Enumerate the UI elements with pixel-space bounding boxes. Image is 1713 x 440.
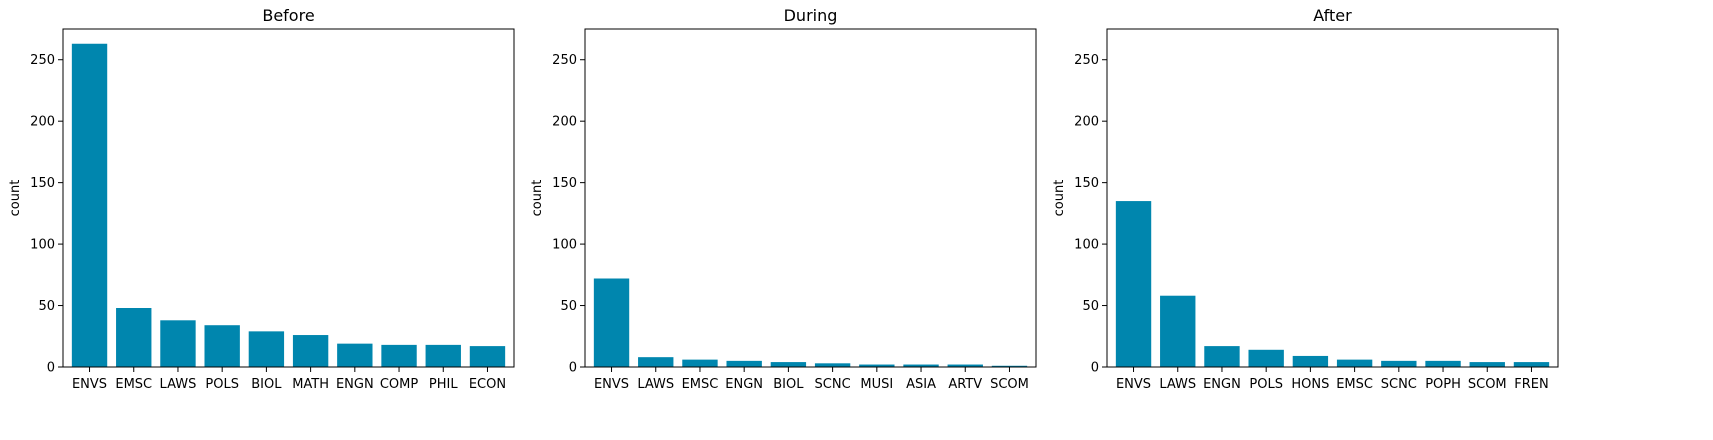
- y-tick-label: 250: [1074, 53, 1099, 68]
- x-tick-label: ENGN: [1203, 377, 1241, 392]
- bar-scnc: [814, 363, 851, 367]
- x-tick-label: FREN: [1514, 377, 1548, 392]
- x-tick-label: BIOL: [773, 377, 804, 392]
- bar-laws: [638, 357, 674, 367]
- chart-panel-before: Before count 0 50 100 150 200 250 ENVS EMSC LAWS PO…: [8, 6, 515, 392]
- x-tick-label: ENGN: [725, 377, 763, 392]
- bar-fren: [1513, 362, 1550, 367]
- y-tick-label: 200: [552, 115, 577, 130]
- y-tick-label: 200: [1074, 115, 1099, 130]
- y-tick-label: 50: [1082, 299, 1099, 314]
- bar-emsc: [116, 308, 152, 367]
- bar-biol: [248, 331, 285, 367]
- bar-scnc: [1381, 360, 1417, 367]
- bar-math: [292, 335, 329, 367]
- bar-hons: [1292, 355, 1329, 367]
- y-tick-label: 50: [560, 299, 577, 314]
- x-tick-label: EMSC: [1336, 377, 1373, 392]
- y-axis-label: count: [1052, 180, 1067, 217]
- y-axis-label: count: [8, 180, 23, 217]
- x-tick-label: ENVS: [1116, 377, 1151, 392]
- x-tick-label: ARTV: [948, 377, 982, 392]
- y-tick-label: 250: [30, 53, 55, 68]
- panel-title: Before: [262, 6, 314, 25]
- plot-frame: [1106, 28, 1559, 368]
- x-tick-label: SCOM: [990, 377, 1029, 392]
- x-tick-label: COMP: [380, 377, 419, 392]
- x-tick-label: POLS: [205, 377, 239, 392]
- bar-engn: [1204, 346, 1240, 367]
- bar-laws: [160, 320, 196, 367]
- y-tick-label: 150: [552, 176, 577, 191]
- y-tick-label: 100: [1074, 238, 1099, 253]
- x-tick-label: PHIL: [429, 377, 458, 392]
- bar-artv: [947, 364, 983, 367]
- x-tick-label: SCNC: [1381, 377, 1417, 392]
- x-tick-label: ECON: [469, 377, 506, 392]
- y-tick-label: 100: [552, 238, 577, 253]
- bar-pols: [1248, 349, 1284, 367]
- y-tick-label: 0: [47, 361, 55, 376]
- y-tick-label: 0: [1091, 361, 1099, 376]
- bar-scom: [1469, 362, 1505, 367]
- bar-envs: [71, 43, 108, 368]
- x-tick-label: MATH: [292, 377, 329, 392]
- x-tick-label: POPH: [1425, 377, 1461, 392]
- panel-title: During: [784, 6, 838, 25]
- plot-frame: [62, 28, 515, 368]
- x-tick-label: SCNC: [815, 377, 851, 392]
- bar-envs: [593, 278, 630, 367]
- bar-emsc: [1336, 359, 1373, 367]
- x-tick-label: EMSC: [115, 377, 152, 392]
- y-tick-label: 50: [38, 299, 55, 314]
- bar-engn: [726, 360, 762, 367]
- bar-envs: [1115, 201, 1152, 367]
- y-tick-label: 0: [569, 361, 577, 376]
- bar-comp: [381, 344, 417, 367]
- panel-title: After: [1313, 6, 1352, 25]
- plot-frame: [584, 28, 1037, 368]
- x-tick-label: HONS: [1291, 377, 1329, 392]
- x-tick-label: MUSI: [860, 377, 893, 392]
- x-tick-label: LAWS: [637, 377, 674, 392]
- y-tick-label: 150: [30, 176, 55, 191]
- y-tick-label: 200: [30, 115, 55, 130]
- x-tick-label: ENVS: [72, 377, 107, 392]
- chart-panel-after: After count 0 50 100 150 200 250 ENVS LAWS ENGN POL…: [1052, 6, 1559, 392]
- x-tick-label: SCOM: [1468, 377, 1507, 392]
- x-tick-label: ASIA: [906, 377, 936, 392]
- bar-pols: [204, 325, 240, 367]
- x-tick-label: BIOL: [251, 377, 282, 392]
- x-tick-label: ENVS: [594, 377, 629, 392]
- bar-econ: [469, 346, 506, 367]
- bar-emsc: [682, 359, 718, 367]
- x-tick-label: LAWS: [160, 377, 197, 392]
- bar-scom: [991, 365, 1028, 367]
- x-tick-label: ENGN: [336, 377, 374, 392]
- bar-musi: [859, 364, 895, 367]
- bar-poph: [1425, 360, 1461, 367]
- bar-phil: [425, 344, 461, 367]
- bar-laws: [1160, 295, 1196, 367]
- y-tick-label: 100: [30, 238, 55, 253]
- x-tick-label: POLS: [1249, 377, 1283, 392]
- bar-asia: [903, 364, 939, 367]
- y-tick-label: 150: [1074, 176, 1099, 191]
- bar-biol: [770, 362, 807, 367]
- y-tick-label: 250: [552, 53, 577, 68]
- bar-engn: [337, 343, 373, 367]
- y-axis-label: count: [530, 180, 545, 217]
- x-tick-label: EMSC: [682, 377, 719, 392]
- chart-panel-during: During count 0 50 100 150 200 250 ENVS LAWS EMSC EN…: [530, 6, 1037, 392]
- x-tick-label: LAWS: [1159, 377, 1196, 392]
